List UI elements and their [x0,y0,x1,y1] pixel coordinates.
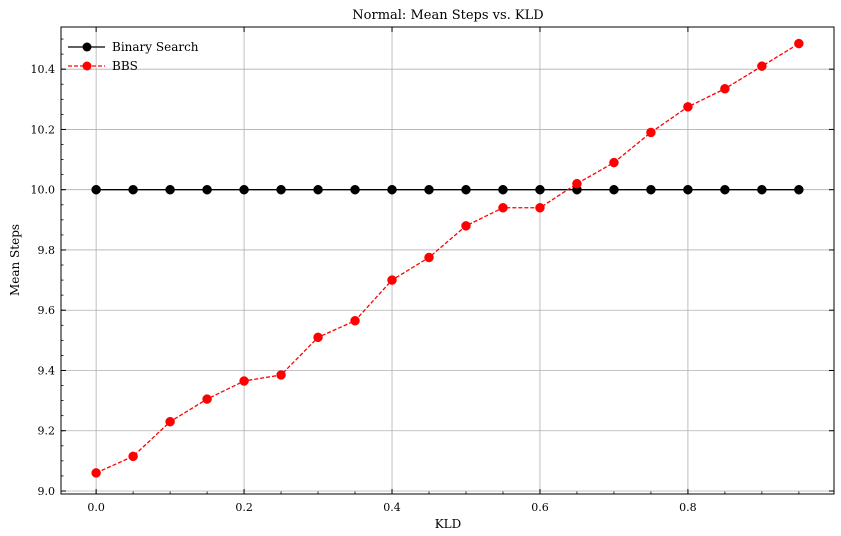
y-tick-label: 9.6 [38,304,56,317]
plot-frame [60,26,835,495]
data-point-binary-search [313,184,323,195]
y-tick-label: 9.0 [38,485,56,498]
data-point-binary-search [535,184,545,195]
data-point-binary-search [461,184,471,195]
legend-label-binary-search: Binary Search [112,40,199,54]
legend-marker-binary-search [82,42,92,52]
x-tick-label: 0.6 [531,501,549,514]
data-point-binary-search [387,184,397,195]
series-line-bbs [95,43,800,474]
data-point-bbs [572,178,582,189]
data-point-binary-search [609,184,619,195]
data-point-binary-search [91,184,101,195]
data-point-bbs [424,252,434,263]
series-binary-search [91,184,804,195]
data-point-bbs [720,84,730,94]
series-bbs [91,38,804,478]
data-point-binary-search [794,184,804,195]
data-point-bbs [276,370,286,380]
data-point-bbs [239,376,249,386]
x-tick-label: 0.4 [383,501,401,514]
data-point-binary-search [757,184,767,195]
data-point-bbs [646,127,656,138]
legend-marker-bbs [82,61,92,71]
data-point-binary-search [202,184,212,195]
series-layer [91,38,804,478]
data-point-binary-search [720,184,730,195]
x-tick-label: 0.0 [87,501,105,514]
x-tick-label: 0.8 [679,501,697,514]
data-point-bbs [202,394,212,404]
y-axis-label: Mean Steps [8,224,22,296]
y-tick-label: 10.2 [31,123,56,136]
y-tick-label: 9.8 [38,244,56,257]
legend-label-bbs: BBS [112,59,138,73]
data-point-bbs [461,221,471,231]
data-point-binary-search [498,184,508,195]
data-point-bbs [609,157,619,168]
legend-item-bbs: BBS [68,59,138,73]
data-point-binary-search [350,184,360,195]
data-point-binary-search [683,184,693,195]
data-point-binary-search [128,184,138,195]
data-point-bbs [165,416,175,427]
grid [61,27,834,494]
y-tick-label: 9.2 [38,425,56,438]
legend: Binary Search BBS [68,40,199,73]
x-tick-label: 0.2 [235,501,253,514]
data-point-binary-search [165,184,175,195]
y-tick-label: 9.4 [38,364,56,377]
data-point-bbs [313,332,323,343]
data-point-bbs [91,468,101,478]
data-point-bbs [757,61,767,71]
data-point-bbs [350,316,360,326]
chart-title: Normal: Mean Steps vs. KLD [352,8,543,23]
data-point-binary-search [276,184,286,195]
data-point-bbs [683,102,693,112]
data-point-bbs [387,275,397,285]
y-tick-label: 10.4 [31,63,56,76]
data-point-binary-search [239,184,249,195]
x-axis-label: KLD [435,517,462,531]
ticks: 0.0 0.2 0.4 0.6 0.8 9.0 9.2 9.4 9.6 9.8 10.0 10.2 10… [31,27,834,514]
data-point-binary-search [424,184,434,195]
data-point-binary-search [646,184,656,195]
data-point-bbs [535,203,545,213]
data-point-bbs [794,38,804,49]
y-tick-label: 10.0 [31,184,56,197]
data-point-bbs [498,203,508,213]
legend-item-binary-search: Binary Search [68,40,199,54]
data-point-bbs [128,451,138,462]
